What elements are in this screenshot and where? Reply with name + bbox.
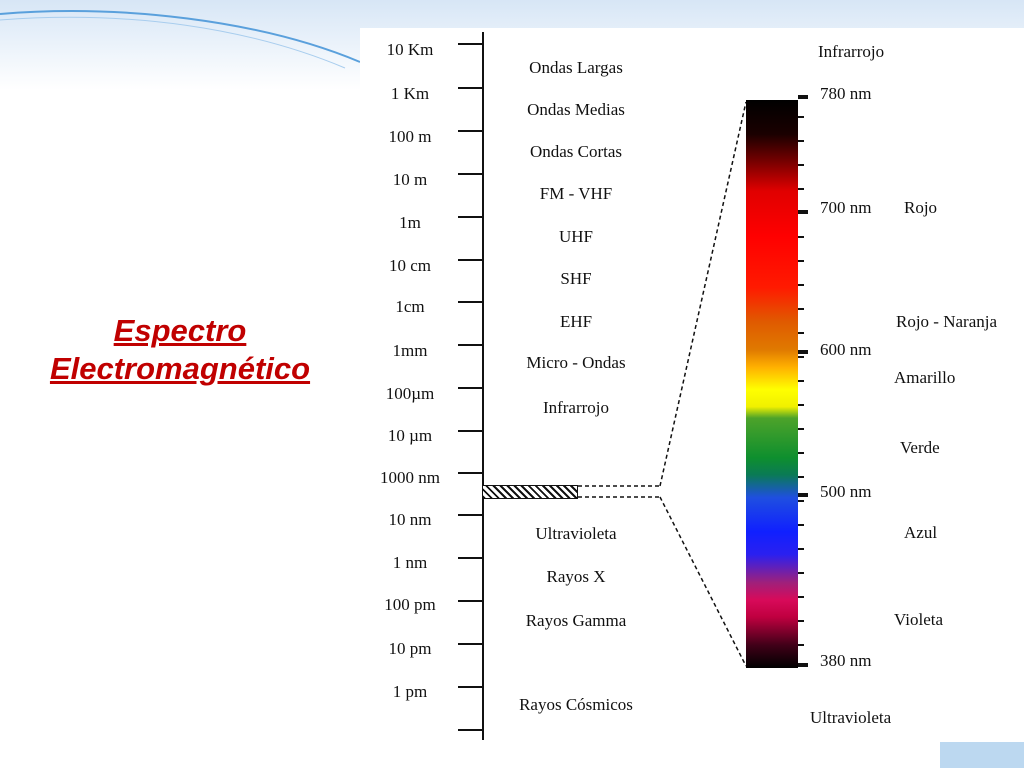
scale-tick <box>458 387 482 389</box>
wavelength-380nm: 380 nm <box>820 651 872 670</box>
scale-tick <box>458 344 482 346</box>
spectrum-major-tick-600 <box>798 350 808 354</box>
spectrum-minor-tick <box>798 188 804 190</box>
spectrum-minor-tick <box>798 548 804 550</box>
scale-label-1pm: 1 pm <box>392 682 428 701</box>
band-shf: SHF <box>560 269 592 288</box>
band-fm-vhf: FM - VHF <box>539 184 613 203</box>
scale-label-10km: 10 Km <box>386 40 434 59</box>
band-rayos-x: Rayos X <box>546 567 606 586</box>
scale-tick <box>458 557 482 559</box>
spectrum-minor-tick <box>798 620 804 622</box>
color-rojo-naranja: Rojo - Naranja <box>896 312 998 331</box>
scale-tick <box>458 472 482 474</box>
spectrum-minor-tick <box>798 284 804 286</box>
scale-label-1000nm: 1000 nm <box>380 468 440 487</box>
scale-tick <box>458 43 482 45</box>
spectrum-major-tick-380 <box>798 663 808 667</box>
decorative-curve <box>0 10 361 69</box>
spectrum-minor-tick <box>798 332 804 334</box>
color-violeta: Violeta <box>894 610 944 629</box>
title-line-1: Espectro <box>113 313 247 348</box>
spectrum-minor-tick <box>798 308 804 310</box>
wavelength-700nm: 700 nm <box>820 198 872 217</box>
band-ultravioleta: Ultravioleta <box>535 524 617 543</box>
band-rayos-gamma: Rayos Gamma <box>525 611 627 630</box>
band-rayos-cosmicos: Rayos Cósmicos <box>519 695 633 714</box>
scale-tick <box>458 514 482 516</box>
wavelength-500nm: 500 nm <box>820 482 872 501</box>
spectrum-major-tick-500 <box>798 493 808 497</box>
band-ehf: EHF <box>559 312 593 331</box>
scale-tick <box>458 729 482 731</box>
scale-label-100m: 100 m <box>388 127 432 146</box>
wavelength-600nm: 600 nm <box>820 340 872 359</box>
spectrum-minor-tick <box>798 428 804 430</box>
band-infrarrojo: Infrarrojo <box>542 398 610 417</box>
scale-label-10nm: 10 nm <box>388 510 432 529</box>
scale-label-1cm: 1cm <box>395 297 425 316</box>
spectrum-minor-tick <box>798 404 804 406</box>
band-ondas-largas: Ondas Largas <box>529 58 623 77</box>
scale-label-1mm: 1mm <box>392 341 428 360</box>
spectrum-minor-tick <box>798 236 804 238</box>
scale-label-100um: 100µm <box>385 384 435 403</box>
spectrum-minor-tick <box>798 164 804 166</box>
spectrum-minor-tick <box>798 116 804 118</box>
spectrum-minor-tick <box>798 500 804 502</box>
slide-title: Espectro Electromagnético <box>10 312 350 388</box>
visible-bottom-label: Ultravioleta <box>810 708 892 727</box>
color-amarillo: Amarillo <box>894 368 956 387</box>
scale-axis <box>482 32 484 740</box>
spectrum-minor-tick <box>798 260 804 262</box>
color-rojo: Rojo <box>904 198 938 217</box>
scale-tick <box>458 173 482 175</box>
scale-label-100pm: 100 pm <box>384 595 436 614</box>
spectrum-major-tick-700 <box>798 210 808 214</box>
scale-label-10m: 10 m <box>392 170 428 189</box>
spectrum-minor-tick <box>798 524 804 526</box>
scale-label-1m: 1m <box>399 213 421 232</box>
diagram-panel <box>360 28 1024 742</box>
scale-label-10cm: 10 cm <box>388 256 432 275</box>
color-azul: Azul <box>904 523 938 542</box>
spectrum-major-tick-780 <box>798 95 808 99</box>
visible-spectrum-bar <box>746 100 798 668</box>
title-line-2: Electromagnético <box>49 351 311 386</box>
corner-decoration <box>940 742 1024 768</box>
scale-tick <box>458 216 482 218</box>
spectrum-minor-tick <box>798 452 804 454</box>
band-uhf: UHF <box>558 227 593 246</box>
spectrum-minor-tick <box>798 572 804 574</box>
spectrum-minor-tick <box>798 644 804 646</box>
scale-tick <box>458 600 482 602</box>
spectrum-minor-tick <box>798 596 804 598</box>
spectrum-minor-tick <box>798 380 804 382</box>
scale-tick <box>458 130 482 132</box>
scale-tick <box>458 259 482 261</box>
scale-tick <box>458 301 482 303</box>
spectrum-minor-tick <box>798 356 804 358</box>
scale-label-1km: 1 Km <box>390 84 430 103</box>
band-ondas-medias: Ondas Medias <box>527 100 625 119</box>
scale-tick <box>458 643 482 645</box>
scale-tick <box>458 87 482 89</box>
visible-light-band <box>482 485 578 499</box>
spectrum-minor-tick <box>798 140 804 142</box>
band-micro-ondas: Micro - Ondas <box>526 353 626 372</box>
color-verde: Verde <box>900 438 940 457</box>
scale-label-10pm: 10 pm <box>388 639 432 658</box>
scale-tick <box>458 686 482 688</box>
scale-tick <box>458 430 482 432</box>
scale-label-1nm: 1 nm <box>392 553 428 572</box>
visible-top-label: Infrarrojo <box>818 42 885 61</box>
band-ondas-cortas: Ondas Cortas <box>529 142 623 161</box>
spectrum-minor-tick <box>798 476 804 478</box>
wavelength-780nm: 780 nm <box>820 84 872 103</box>
scale-label-10um: 10 µm <box>387 426 433 445</box>
